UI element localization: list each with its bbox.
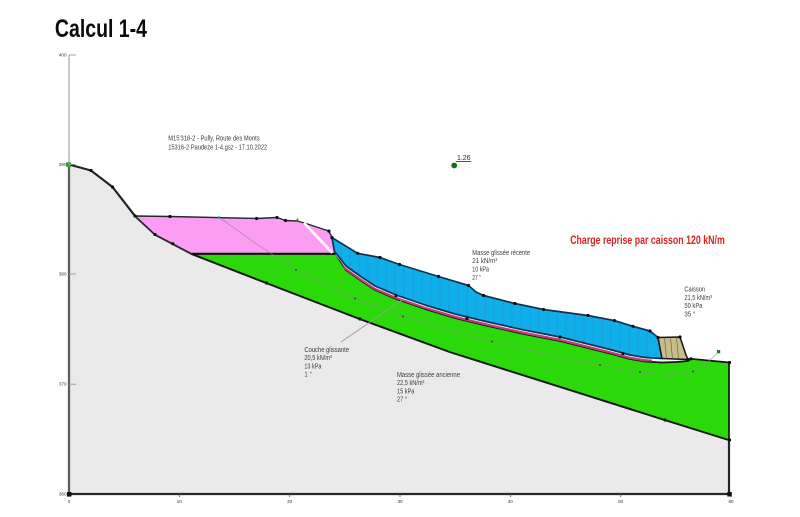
svg-text:50 kPa: 50 kPa: [684, 303, 702, 310]
svg-text:1 °: 1 °: [304, 371, 312, 379]
svg-text:M15'318-2 - Pully, Route des M: M15'318-2 - Pully, Route des Monts: [168, 136, 260, 143]
svg-text:400: 400: [59, 53, 67, 58]
svg-text:60: 60: [728, 499, 734, 504]
svg-text:35 °: 35 °: [684, 311, 695, 319]
svg-text:27 °: 27 °: [472, 274, 481, 282]
svg-text:370: 370: [59, 381, 67, 386]
svg-text:40: 40: [508, 499, 514, 504]
svg-text:27 °: 27 °: [397, 396, 407, 404]
svg-text:380: 380: [59, 272, 67, 277]
svg-text:50: 50: [618, 499, 624, 504]
svg-text:Caisson: Caisson: [684, 287, 705, 294]
svg-text:20: 20: [287, 499, 293, 504]
svg-text:20,5 kN/m³: 20,5 kN/m³: [304, 355, 332, 362]
svg-text:13 kPa: 13 kPa: [304, 363, 321, 370]
svg-text:10 kPa: 10 kPa: [472, 266, 489, 273]
svg-text:30: 30: [397, 499, 403, 504]
svg-text:1.26: 1.26: [457, 155, 471, 162]
svg-text:390: 390: [59, 162, 67, 167]
svg-text:Charge reprise par caisson 120: Charge reprise par caisson 120 kN/m: [570, 235, 725, 247]
svg-text:15 kPa: 15 kPa: [397, 388, 415, 395]
svg-text:21,5 kN/m³: 21,5 kN/m³: [684, 295, 712, 302]
svg-text:360: 360: [59, 492, 67, 497]
svg-text:22,5 kN/m³: 22,5 kN/m³: [397, 380, 425, 387]
svg-text:15316-2 Paudeze 1-4.gsz - 17.1: 15316-2 Paudeze 1-4.gsz - 17.10.2022: [168, 145, 267, 152]
svg-text:10: 10: [177, 499, 183, 504]
svg-text:21 kN/m³: 21 kN/m³: [472, 258, 498, 265]
svg-text:0: 0: [68, 499, 71, 504]
svg-text:Calcul 1-4: Calcul 1-4: [55, 15, 148, 43]
svg-text:Masse glissée récente: Masse glissée récente: [472, 250, 530, 257]
svg-text:Masse glissée ancienne: Masse glissée ancienne: [397, 372, 460, 379]
svg-text:Couche glissante: Couche glissante: [304, 347, 349, 354]
